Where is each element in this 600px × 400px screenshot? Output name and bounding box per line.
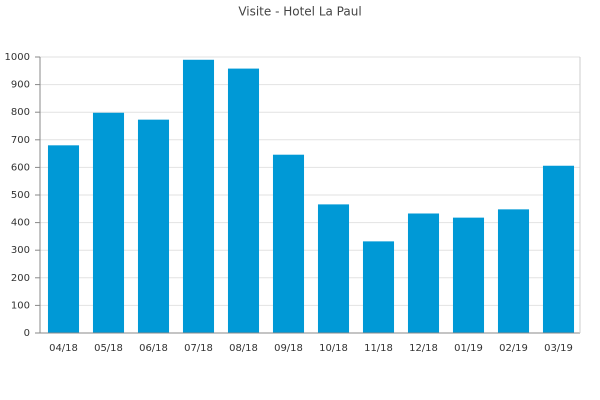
x-tick-label: 10/18: [319, 343, 348, 354]
x-tick-label: 08/18: [229, 343, 258, 354]
grid: [40, 56, 580, 334]
y-tick-label: 200: [11, 273, 30, 284]
x-tick-label: 11/18: [364, 343, 393, 354]
bar: [497, 209, 530, 333]
bar: [407, 213, 440, 333]
x-tick-label: 07/18: [184, 343, 213, 354]
x-tick-label: 03/19: [544, 343, 573, 354]
y-tick-label: 0: [24, 328, 30, 339]
chart-title: Visite - Hotel La Paul: [238, 5, 361, 19]
x-tick-label: 02/19: [499, 343, 528, 354]
bar: [137, 119, 170, 333]
bars: [47, 59, 575, 333]
y-tick-label: 1000: [5, 52, 30, 63]
y-tick-label: 300: [11, 245, 30, 256]
bar: [317, 204, 350, 333]
bar: [47, 145, 80, 333]
bar: [272, 154, 305, 333]
x-tick-label: 12/18: [409, 343, 438, 354]
x-tick-label: 01/19: [454, 343, 483, 354]
y-tick-label: 600: [11, 162, 30, 173]
bar: [182, 59, 215, 333]
x-tick-label: 09/18: [274, 343, 303, 354]
y-tick-label: 900: [11, 80, 30, 91]
y-tick-label: 400: [11, 218, 30, 229]
bar: [542, 165, 575, 333]
y-tick-label: 700: [11, 135, 30, 146]
y-tick-label: 500: [11, 190, 30, 201]
x-tick-label: 04/18: [49, 343, 78, 354]
y-tick-label: 800: [11, 107, 30, 118]
x-tick-label: 06/18: [139, 343, 168, 354]
bar: [92, 112, 125, 333]
bar: [452, 217, 485, 333]
y-tick-label: 100: [11, 300, 30, 311]
bar: [362, 241, 395, 333]
x-tick-label: 05/18: [94, 343, 123, 354]
bar: [227, 68, 260, 333]
